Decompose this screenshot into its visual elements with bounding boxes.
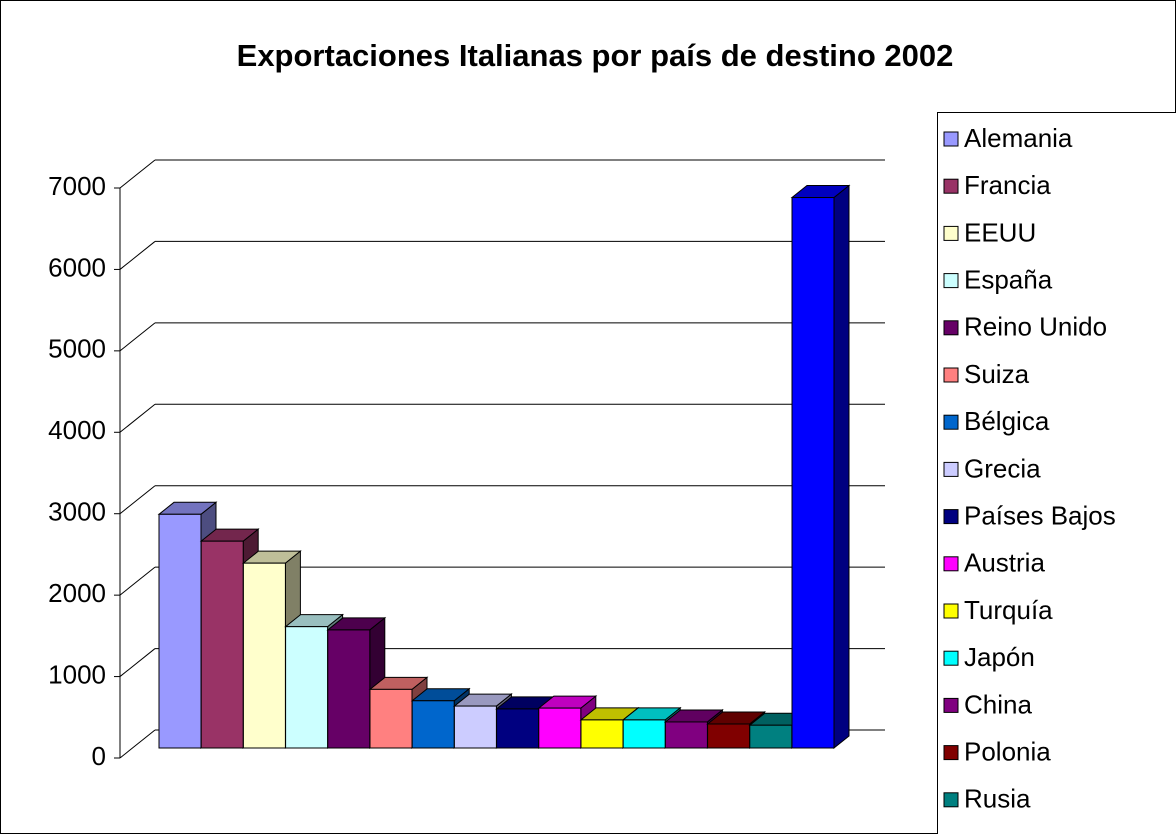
bar [538,707,582,749]
legend-label: Austria [964,548,1045,578]
bar [285,626,329,749]
legend-swatch [943,320,959,336]
legend-swatch [943,745,959,761]
legend-box [937,112,1176,834]
bar [664,721,708,749]
bar [411,700,455,749]
legend-swatch [943,461,959,477]
legend-label: Otros países [964,831,1111,834]
legend-label: Francia [964,170,1051,200]
legend-swatch [943,603,959,619]
grid-line [119,729,156,759]
bar [158,513,202,749]
grid-line [119,403,156,433]
legend-label: Países Bajos [964,500,1116,530]
chart-title: Exportaciones Italianas por país de dest… [237,38,954,73]
legend-label: EEUU [964,217,1036,247]
bar [622,719,666,749]
legend-swatch [943,178,959,194]
legend-label: Grecia [964,453,1041,483]
legend-swatch [943,273,959,289]
legend-swatch [943,697,959,713]
bar [369,688,413,749]
y-tick-label: 5000 [48,334,106,364]
legend-label: Polonia [964,736,1051,766]
legend-swatch [943,792,959,808]
bar [580,719,624,749]
bar-side [833,184,850,750]
y-tick-label: 1000 [48,659,106,689]
legend-label: Reino Unido [964,312,1107,342]
legend-label: Suiza [964,359,1030,389]
bar [707,723,751,749]
grid-line [119,241,156,270]
legend-label: Rusia [964,784,1031,814]
bar [242,562,286,749]
legend-label: China [964,689,1032,719]
bar [453,705,497,749]
legend-swatch [943,414,959,430]
y-tick-label: 3000 [48,497,106,527]
bar [496,708,540,749]
grid-line [119,159,156,189]
legend-label: Alemania [964,123,1073,153]
legend-swatch [943,225,959,241]
y-tick-label: 0 [92,741,106,771]
grid-line [119,648,156,677]
legend-swatch [943,131,959,147]
legend-swatch [943,367,959,383]
legend-swatch [943,509,959,525]
y-tick-label: 2000 [48,578,106,608]
grid-line [119,322,156,352]
bar [749,724,793,749]
grid-line [119,566,156,596]
bar [200,540,244,749]
bar [327,629,371,749]
legend-label: Japón [964,642,1035,672]
legend-label: España [964,264,1053,294]
y-tick-label: 4000 [48,415,106,445]
y-tick-label: 6000 [48,252,106,282]
bar [791,197,835,749]
grid-line [119,485,156,515]
legend-label: Bélgica [964,406,1050,436]
y-tick-label: 7000 [48,171,106,201]
legend-label: Turquía [964,595,1053,625]
legend-swatch [943,650,959,666]
legend-swatch [943,556,959,572]
